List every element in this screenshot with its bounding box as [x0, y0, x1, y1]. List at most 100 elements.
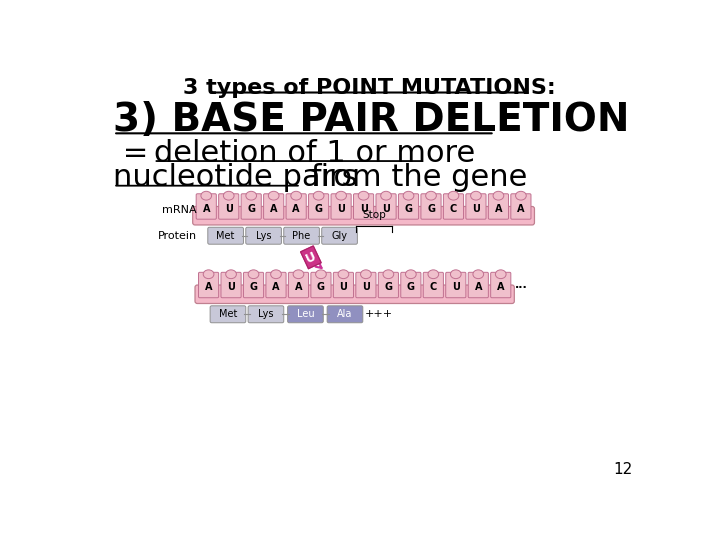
- Ellipse shape: [405, 270, 416, 279]
- Text: A: A: [272, 282, 280, 292]
- Text: U: U: [472, 204, 480, 214]
- Ellipse shape: [336, 191, 346, 200]
- Text: deletion of 1 or more: deletion of 1 or more: [153, 139, 474, 168]
- Text: U: U: [382, 204, 390, 214]
- FancyBboxPatch shape: [196, 194, 216, 219]
- Ellipse shape: [451, 270, 461, 279]
- Ellipse shape: [248, 270, 259, 279]
- Ellipse shape: [271, 270, 282, 279]
- Ellipse shape: [448, 191, 459, 200]
- FancyBboxPatch shape: [446, 272, 466, 298]
- Text: A: A: [517, 204, 525, 214]
- Text: C: C: [450, 204, 457, 214]
- Text: U: U: [359, 204, 367, 214]
- Text: A: A: [495, 204, 502, 214]
- FancyBboxPatch shape: [444, 194, 464, 219]
- Text: Lys: Lys: [256, 231, 271, 241]
- FancyBboxPatch shape: [327, 306, 363, 323]
- FancyBboxPatch shape: [248, 306, 284, 323]
- Text: Stop: Stop: [362, 211, 386, 220]
- FancyBboxPatch shape: [246, 227, 282, 244]
- FancyBboxPatch shape: [423, 272, 444, 298]
- FancyBboxPatch shape: [322, 227, 357, 244]
- FancyBboxPatch shape: [193, 206, 534, 225]
- Text: A: A: [497, 282, 505, 292]
- FancyBboxPatch shape: [354, 194, 374, 219]
- FancyBboxPatch shape: [466, 194, 486, 219]
- Text: Protein: Protein: [158, 231, 197, 241]
- Text: G: G: [250, 282, 258, 292]
- Text: G: G: [384, 282, 392, 292]
- FancyBboxPatch shape: [421, 194, 441, 219]
- Ellipse shape: [359, 191, 369, 200]
- FancyBboxPatch shape: [219, 194, 239, 219]
- Ellipse shape: [473, 270, 484, 279]
- Text: Leu: Leu: [297, 309, 314, 319]
- Ellipse shape: [361, 270, 372, 279]
- Text: A: A: [474, 282, 482, 292]
- Text: Phe: Phe: [292, 231, 311, 241]
- Text: C: C: [430, 282, 437, 292]
- Text: A: A: [294, 282, 302, 292]
- Ellipse shape: [223, 191, 234, 200]
- Text: G: G: [247, 204, 255, 214]
- Polygon shape: [301, 246, 321, 268]
- Text: nucleotide pairs: nucleotide pairs: [113, 164, 358, 192]
- FancyBboxPatch shape: [221, 272, 241, 298]
- FancyBboxPatch shape: [264, 194, 284, 219]
- Text: U: U: [304, 249, 318, 265]
- Text: G: G: [405, 204, 413, 214]
- Text: from the gene: from the gene: [301, 164, 527, 192]
- Text: U: U: [225, 204, 233, 214]
- FancyBboxPatch shape: [490, 272, 510, 298]
- FancyBboxPatch shape: [331, 194, 351, 219]
- Ellipse shape: [428, 270, 438, 279]
- Text: Lys: Lys: [258, 309, 274, 319]
- Ellipse shape: [403, 191, 414, 200]
- Text: A: A: [270, 204, 277, 214]
- Ellipse shape: [426, 191, 436, 200]
- FancyBboxPatch shape: [510, 194, 531, 219]
- FancyBboxPatch shape: [309, 194, 329, 219]
- FancyBboxPatch shape: [401, 272, 421, 298]
- Text: 12: 12: [613, 462, 632, 477]
- Ellipse shape: [246, 191, 256, 200]
- FancyBboxPatch shape: [266, 272, 286, 298]
- Text: U: U: [337, 204, 345, 214]
- Text: A: A: [292, 204, 300, 214]
- Text: U: U: [362, 282, 370, 292]
- FancyBboxPatch shape: [398, 194, 418, 219]
- Ellipse shape: [291, 191, 302, 200]
- Text: mRNA: mRNA: [162, 205, 197, 214]
- Text: 3 types of POINT MUTATIONS:: 3 types of POINT MUTATIONS:: [183, 78, 555, 98]
- Ellipse shape: [516, 191, 526, 200]
- Ellipse shape: [495, 270, 506, 279]
- Text: =: =: [113, 139, 158, 168]
- Ellipse shape: [201, 191, 212, 200]
- FancyBboxPatch shape: [356, 272, 376, 298]
- FancyBboxPatch shape: [287, 306, 323, 323]
- Text: Gly: Gly: [331, 231, 348, 241]
- FancyBboxPatch shape: [195, 285, 514, 303]
- Ellipse shape: [293, 270, 304, 279]
- FancyBboxPatch shape: [488, 194, 508, 219]
- Ellipse shape: [493, 191, 504, 200]
- Text: G: G: [315, 204, 323, 214]
- Text: +++: +++: [365, 309, 393, 319]
- FancyBboxPatch shape: [286, 194, 306, 219]
- Ellipse shape: [269, 191, 279, 200]
- Text: G: G: [317, 282, 325, 292]
- Text: 3) BASE PAIR DELETION: 3) BASE PAIR DELETION: [113, 101, 630, 139]
- FancyBboxPatch shape: [289, 272, 309, 298]
- Ellipse shape: [383, 270, 394, 279]
- Text: A: A: [204, 282, 212, 292]
- FancyBboxPatch shape: [376, 194, 396, 219]
- Text: U: U: [227, 282, 235, 292]
- FancyBboxPatch shape: [243, 272, 264, 298]
- FancyBboxPatch shape: [311, 272, 331, 298]
- Text: Met: Met: [217, 231, 235, 241]
- Text: A: A: [202, 204, 210, 214]
- FancyBboxPatch shape: [208, 227, 243, 244]
- FancyBboxPatch shape: [241, 194, 261, 219]
- Ellipse shape: [313, 191, 324, 200]
